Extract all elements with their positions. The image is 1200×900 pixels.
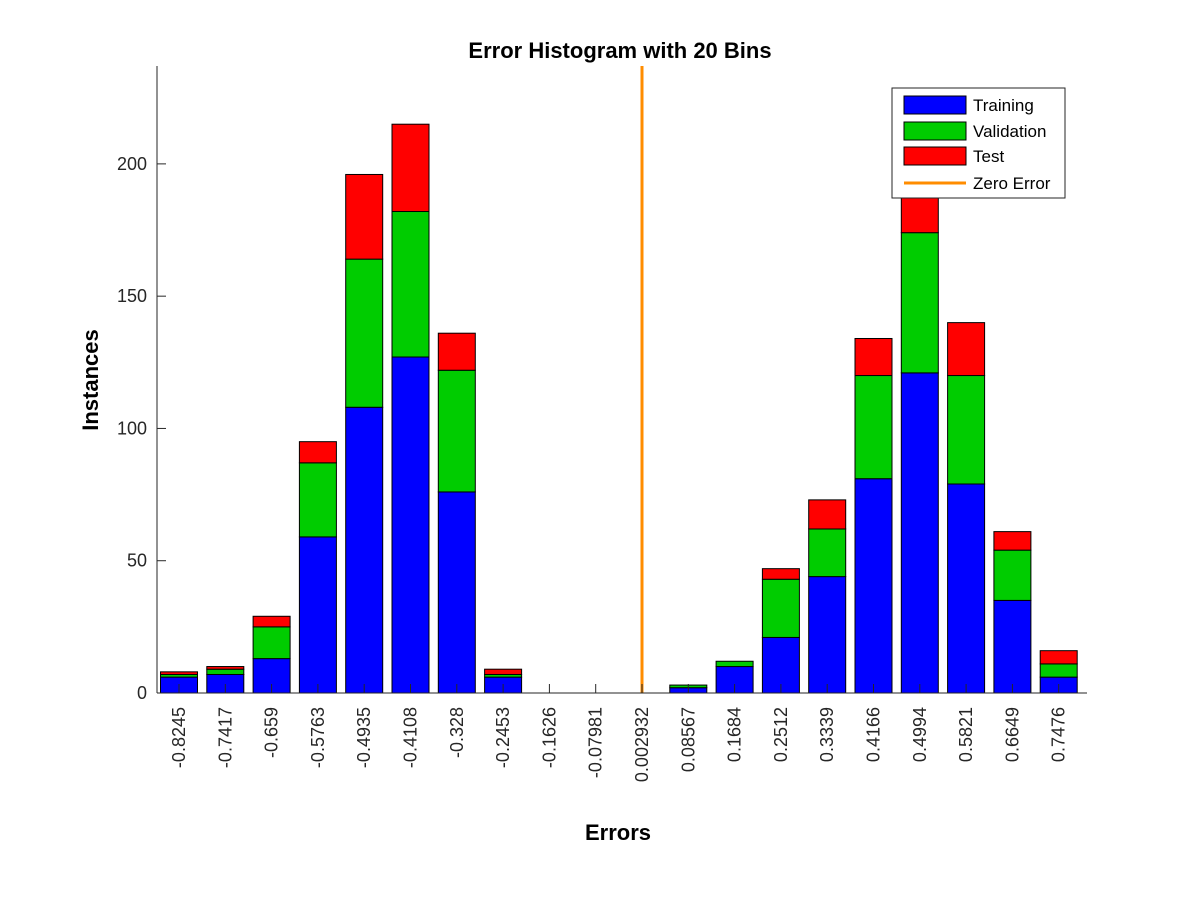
x-axis-label: Errors	[585, 820, 651, 845]
bar-test-2	[252, 615, 291, 628]
bar-validation-19	[1039, 663, 1078, 678]
legend-label-validation: Validation	[973, 122, 1046, 141]
bar-test-7	[484, 668, 523, 675]
y-axis-label: Instances	[78, 329, 103, 431]
x-tick-label-3: -0.5763	[308, 707, 328, 768]
bar-test-4	[345, 173, 384, 260]
bar-training-18	[993, 599, 1032, 694]
x-tick-label-15: 0.4166	[864, 707, 884, 762]
bar-test-19	[1039, 650, 1078, 665]
x-tick-label-5: -0.4108	[401, 707, 421, 768]
bar-validation-17	[947, 375, 986, 485]
bar-validation-1	[206, 668, 245, 675]
x-tick-label-8: -0.1626	[539, 707, 559, 768]
bar-test-15	[854, 337, 893, 377]
x-tick-label-13: 0.2512	[771, 707, 791, 762]
legend-label-test: Test	[973, 147, 1004, 166]
axes-group: 0 50 100 150 200 -0.8245 -0.7417 -0.659 -0.5763 -…	[117, 66, 1087, 782]
bar-test-13	[761, 568, 800, 580]
bar-training-14	[808, 576, 847, 694]
x-tick-label-9: -0.07981	[586, 707, 606, 778]
bar-training-17	[947, 483, 986, 694]
legend-label-zero-error: Zero Error	[973, 174, 1051, 193]
bar-test-1	[206, 666, 245, 670]
bar-validation-16	[900, 232, 939, 374]
x-tick-label-10: 0.002932	[632, 707, 652, 782]
x-tick-label-17: 0.5821	[956, 707, 976, 762]
bar-training-5	[391, 356, 430, 694]
bar-validation-4	[345, 258, 384, 408]
bar-test-14	[808, 499, 847, 530]
bar-test-3	[298, 441, 337, 464]
y-tick-label-3: 150	[117, 286, 147, 306]
legend: Training Validation Test Zero Error	[891, 87, 1066, 199]
bar-test-0	[160, 671, 198, 675]
bar-test-17	[947, 322, 986, 377]
bars-group	[160, 123, 1078, 694]
bar-validation-15	[854, 375, 893, 480]
x-tick-label-1: -0.7417	[215, 707, 235, 768]
x-tick-label-14: 0.3339	[817, 707, 837, 762]
x-tick-label-16: 0.4994	[910, 707, 930, 762]
bar-test-6	[437, 332, 476, 371]
bar-training-4	[345, 406, 384, 694]
x-tick-label-19: 0.7476	[1049, 707, 1069, 762]
y-tick-label-4: 200	[117, 154, 147, 174]
bar-validation-14	[808, 528, 847, 578]
x-tick-label-11: 0.08567	[678, 707, 698, 772]
bar-validation-3	[298, 462, 337, 538]
bar-validation-2	[252, 626, 291, 660]
bar-validation-5	[391, 211, 430, 358]
legend-swatch-validation	[903, 121, 967, 141]
bar-validation-13	[761, 578, 800, 638]
bar-validation-18	[993, 549, 1032, 601]
bar-training-13	[761, 636, 800, 694]
bar-training-16	[900, 372, 939, 694]
x-tick-label-2: -0.659	[262, 707, 282, 758]
y-tick-label-0: 0	[137, 683, 147, 703]
legend-swatch-test	[903, 146, 967, 166]
x-tick-label-0: -0.8245	[169, 707, 189, 768]
x-tick-label-18: 0.6649	[1002, 707, 1022, 762]
bar-test-5	[391, 123, 430, 213]
bar-validation-12	[715, 660, 754, 668]
legend-label-training: Training	[973, 96, 1034, 115]
bar-training-15	[854, 478, 893, 694]
x-tick-label-12: 0.1684	[725, 707, 745, 762]
bar-training-6	[437, 491, 476, 694]
x-tick-label-4: -0.4935	[354, 707, 374, 768]
bar-validation-6	[437, 369, 476, 493]
y-tick-label-2: 100	[117, 418, 147, 438]
x-tick-label-6: -0.328	[447, 707, 467, 758]
chart-title: Error Histogram with 20 Bins	[468, 38, 771, 63]
bar-training-3	[298, 536, 337, 694]
y-tick-label-1: 50	[127, 551, 147, 571]
bar-test-18	[993, 531, 1032, 551]
x-tick-label-7: -0.2453	[493, 707, 513, 768]
legend-swatch-training	[903, 95, 967, 115]
